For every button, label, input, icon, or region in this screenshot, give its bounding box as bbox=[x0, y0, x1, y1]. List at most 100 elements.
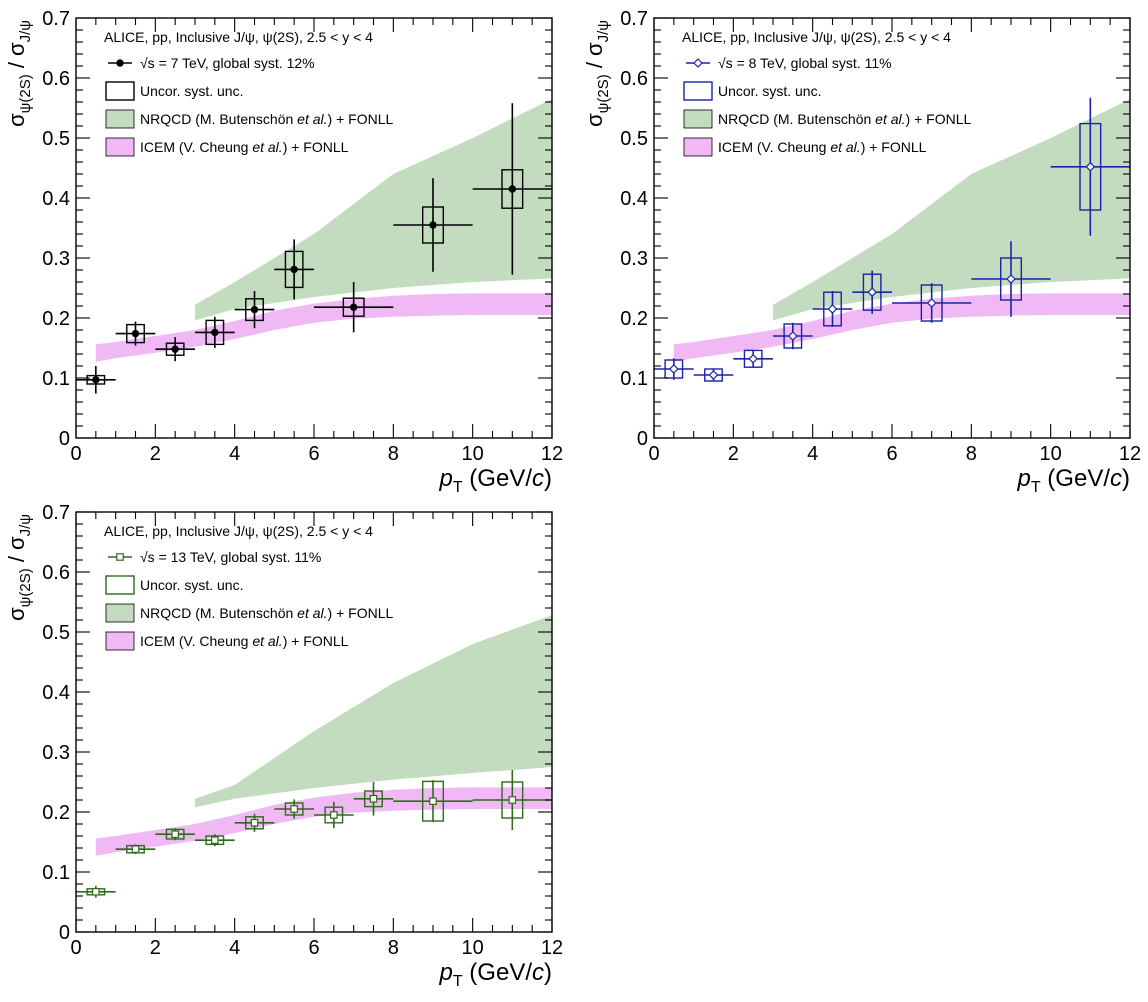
x-tick-label: 2 bbox=[728, 443, 739, 465]
syst-box bbox=[205, 319, 225, 346]
x-label-unit-end: ) bbox=[544, 959, 552, 986]
data-marker bbox=[290, 805, 298, 813]
data-point bbox=[234, 291, 275, 329]
legend-header: ALICE, pp, Inclusive J/ψ, ψ(2S), 2.5 < y… bbox=[104, 29, 373, 45]
y-label-den: σ bbox=[4, 536, 29, 550]
legend-icem-swatch bbox=[683, 137, 713, 157]
legend-icem-label: ICEM (V. Cheung et al.) + FONLL bbox=[140, 139, 349, 155]
legend-nrqcd-pre: NRQCD (M. Butenschön bbox=[140, 111, 297, 127]
syst-box bbox=[920, 284, 943, 322]
data-marker bbox=[1006, 274, 1016, 284]
x-tick-label: 2 bbox=[150, 937, 161, 959]
syst-box bbox=[862, 273, 882, 311]
y-label-sep: / bbox=[582, 56, 607, 74]
data-marker bbox=[131, 845, 140, 854]
legend-syst-box bbox=[105, 81, 135, 101]
legend-icem-label: ICEM (V. Cheung et al.) + FONLL bbox=[140, 633, 349, 649]
x-label-main: p bbox=[439, 959, 453, 986]
y-tick-label: 0.2 bbox=[42, 308, 70, 330]
data-marker bbox=[330, 811, 338, 819]
legend: ALICE, pp, Inclusive J/ψ, ψ(2S), 2.5 < y… bbox=[682, 29, 971, 157]
data-point bbox=[314, 282, 394, 333]
data-point bbox=[971, 241, 1051, 317]
data-marker bbox=[211, 328, 219, 337]
legend-nrqcd-swatch bbox=[105, 109, 135, 129]
legend-icem-swatch bbox=[105, 631, 135, 651]
data-point bbox=[155, 337, 195, 362]
y-label-den: σ bbox=[4, 42, 29, 56]
icem-band bbox=[673, 293, 1130, 362]
data-marker bbox=[131, 329, 140, 338]
x-label-unit-var: c bbox=[1110, 465, 1122, 492]
syst-box bbox=[999, 257, 1023, 301]
legend-header: ALICE, pp, Inclusive J/ψ, ψ(2S), 2.5 < y… bbox=[104, 523, 373, 539]
y-label-den-sub: J/ψ bbox=[595, 20, 612, 42]
legend-nrqcd-etal: et al. bbox=[875, 111, 905, 127]
y-tick-label: 0.3 bbox=[42, 742, 70, 764]
data-point bbox=[155, 828, 195, 841]
y-label-num-sub: ψ(2S) bbox=[17, 568, 34, 607]
y-tick-label: 0.6 bbox=[42, 562, 70, 584]
legend-header: ALICE, pp, Inclusive J/ψ, ψ(2S), 2.5 < y… bbox=[682, 29, 951, 45]
syst-box bbox=[823, 291, 842, 327]
x-tick-label: 10 bbox=[462, 937, 484, 959]
data-point bbox=[234, 813, 275, 832]
syst-box bbox=[205, 835, 225, 846]
syst-box bbox=[342, 297, 365, 317]
legend-icem-etal: et al. bbox=[830, 139, 860, 155]
syst-box bbox=[165, 342, 185, 356]
legend-icem-swatch bbox=[105, 137, 135, 157]
data-point bbox=[472, 770, 552, 830]
y-tick-label: 0.1 bbox=[42, 368, 70, 390]
y-tick-label: 0 bbox=[59, 428, 70, 450]
data-marker bbox=[250, 305, 259, 314]
y-label-den-sub: J/ψ bbox=[17, 514, 34, 536]
x-tick-label: 6 bbox=[886, 443, 897, 465]
y-tick-label: 0.7 bbox=[620, 8, 648, 30]
legend-data-marker bbox=[693, 58, 703, 68]
x-label-unit: (GeV/ bbox=[1041, 465, 1111, 492]
y-label-den-sub: J/ψ bbox=[17, 20, 34, 42]
syst-box bbox=[743, 349, 763, 368]
syst-box bbox=[364, 790, 383, 808]
y-tick-label: 0.4 bbox=[42, 188, 70, 210]
icem-band bbox=[95, 293, 553, 362]
data-point bbox=[195, 834, 235, 847]
data-marker bbox=[708, 370, 719, 380]
legend-syst-label: Uncor. syst. unc. bbox=[140, 83, 243, 99]
y-tick-label: 0.5 bbox=[42, 128, 70, 150]
x-tick-label: 2 bbox=[150, 443, 161, 465]
data-point bbox=[472, 103, 552, 275]
y-tick-label: 0.6 bbox=[42, 68, 70, 90]
x-label-unit-var: c bbox=[532, 465, 544, 492]
data-marker bbox=[92, 887, 100, 896]
x-axis-label: pT (GeV/c) bbox=[1017, 465, 1131, 496]
x-tick-label: 6 bbox=[308, 443, 319, 465]
y-axis-label: σψ(2S) / σJ/ψ bbox=[582, 20, 612, 127]
y-label-num-sub: ψ(2S) bbox=[595, 74, 612, 113]
syst-box bbox=[783, 323, 803, 349]
x-tick-label: 0 bbox=[648, 443, 659, 465]
y-label-num-sub: ψ(2S) bbox=[17, 74, 34, 113]
legend-nrqcd-post: ) + FONLL bbox=[328, 111, 394, 127]
data-point bbox=[852, 270, 892, 314]
x-tick-label: 0 bbox=[70, 937, 81, 959]
y-tick-label: 0.3 bbox=[620, 248, 648, 270]
x-tick-label: 4 bbox=[807, 443, 818, 465]
legend-nrqcd-label: NRQCD (M. Butenschön et al.) + FONLL bbox=[140, 605, 393, 621]
chart-panel-top-right: 0 2 4 6 8 10 12 0 0.1 0.2 0.3 0.4 0.5 0.6 0.7 pT (GeV/c… bbox=[582, 8, 1141, 496]
legend-nrqcd-pre: NRQCD (M. Butenschön bbox=[718, 111, 875, 127]
x-tick-label: 0 bbox=[70, 443, 81, 465]
data-point bbox=[693, 368, 734, 382]
syst-box bbox=[126, 323, 145, 344]
syst-box bbox=[421, 780, 445, 822]
y-label-sep: / bbox=[4, 550, 29, 568]
data-marker bbox=[369, 794, 378, 803]
syst-box bbox=[86, 374, 106, 385]
data-marker bbox=[787, 331, 798, 341]
x-label-main: p bbox=[1017, 465, 1031, 492]
data-marker bbox=[349, 303, 358, 311]
y-tick-label: 0 bbox=[637, 428, 648, 450]
data-marker bbox=[926, 298, 937, 308]
